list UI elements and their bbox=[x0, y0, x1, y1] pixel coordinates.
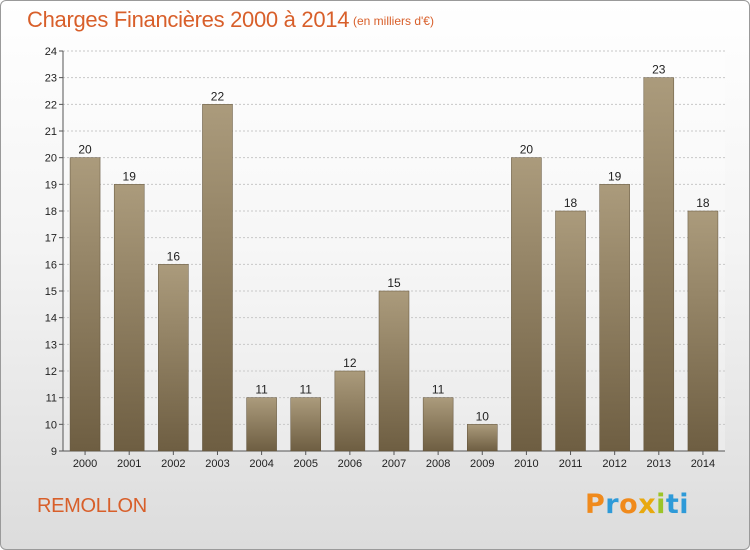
bar bbox=[113, 184, 145, 452]
bar bbox=[378, 290, 410, 452]
logo-letter: P bbox=[585, 489, 606, 520]
bar-value-label: 19 bbox=[608, 169, 622, 183]
y-tick-label: 12 bbox=[45, 366, 57, 378]
x-tick-label: 2012 bbox=[602, 458, 626, 470]
x-tick-label: 2006 bbox=[338, 458, 362, 470]
y-tick-label: 22 bbox=[45, 99, 57, 111]
bar-value-label: 20 bbox=[78, 143, 92, 157]
bar bbox=[334, 370, 366, 452]
x-tick-label: 2009 bbox=[470, 458, 494, 470]
bar bbox=[158, 264, 189, 452]
logo-letter: o bbox=[619, 489, 639, 520]
bar-value-label: 15 bbox=[387, 276, 401, 290]
x-tick-label: 2004 bbox=[249, 458, 273, 470]
x-tick-label: 2010 bbox=[514, 458, 538, 470]
proxiti-logo: Proxiti bbox=[585, 489, 689, 520]
bar bbox=[643, 77, 675, 452]
bar bbox=[422, 397, 454, 452]
bar-value-label: 20 bbox=[520, 143, 534, 157]
x-tick-label: 2001 bbox=[117, 458, 141, 470]
x-tick-label: 2011 bbox=[559, 458, 583, 470]
x-tick-label: 2014 bbox=[691, 458, 715, 470]
y-tick-label: 24 bbox=[45, 46, 57, 58]
y-tick-label: 23 bbox=[45, 73, 57, 85]
bar bbox=[687, 210, 719, 452]
bar bbox=[290, 397, 321, 452]
bar-value-label: 22 bbox=[211, 89, 225, 103]
bar bbox=[467, 424, 498, 452]
bar-value-label: 10 bbox=[476, 409, 490, 423]
x-tick-label: 2013 bbox=[647, 458, 671, 470]
bar-value-label: 23 bbox=[652, 63, 666, 77]
x-tick-label: 2008 bbox=[426, 458, 450, 470]
logo-letter: r bbox=[605, 489, 620, 520]
bar-value-label: 16 bbox=[167, 249, 181, 263]
y-tick-label: 14 bbox=[45, 313, 57, 325]
commune-name: REMOLLON bbox=[37, 495, 147, 517]
y-tick-label: 20 bbox=[45, 153, 57, 165]
bar-value-label: 18 bbox=[696, 196, 710, 210]
x-tick-label: 2000 bbox=[73, 458, 97, 470]
bar bbox=[599, 184, 630, 452]
x-tick-label: 2007 bbox=[382, 458, 406, 470]
bar bbox=[555, 210, 586, 452]
logo-letter: i bbox=[656, 489, 666, 520]
logo-letter: x bbox=[638, 489, 657, 520]
x-tick-label: 2003 bbox=[205, 458, 229, 470]
bar bbox=[69, 157, 101, 452]
y-tick-label: 15 bbox=[45, 286, 57, 298]
y-tick-label: 17 bbox=[45, 233, 57, 245]
y-tick-label: 16 bbox=[45, 259, 57, 271]
x-tick-label: 2005 bbox=[293, 458, 317, 470]
bar-value-label: 11 bbox=[299, 383, 312, 397]
chart-title: Charges Financières 2000 à 2014 bbox=[27, 7, 350, 32]
chart-subtitle: (en milliers d'€) bbox=[353, 14, 434, 28]
y-tick-label: 11 bbox=[46, 393, 57, 405]
bar bbox=[511, 157, 542, 452]
y-tick-label: 10 bbox=[45, 419, 57, 431]
y-tick-label: 19 bbox=[45, 179, 57, 191]
x-tick-label: 2002 bbox=[161, 458, 185, 470]
y-tick-label: 21 bbox=[45, 126, 57, 138]
bar-value-label: 11 bbox=[255, 383, 268, 397]
y-tick-label: 13 bbox=[45, 339, 57, 351]
bar-value-label: 19 bbox=[123, 169, 137, 183]
y-tick-label: 9 bbox=[51, 446, 57, 458]
logo-letter: t bbox=[665, 489, 680, 520]
bar-value-label: 18 bbox=[564, 196, 578, 210]
bar bbox=[246, 397, 277, 452]
y-tick-label: 18 bbox=[45, 206, 57, 218]
bar bbox=[202, 104, 233, 452]
bar-value-label: 12 bbox=[343, 356, 357, 370]
logo-letter: i bbox=[679, 489, 690, 520]
bar-value-label: 11 bbox=[432, 383, 445, 397]
